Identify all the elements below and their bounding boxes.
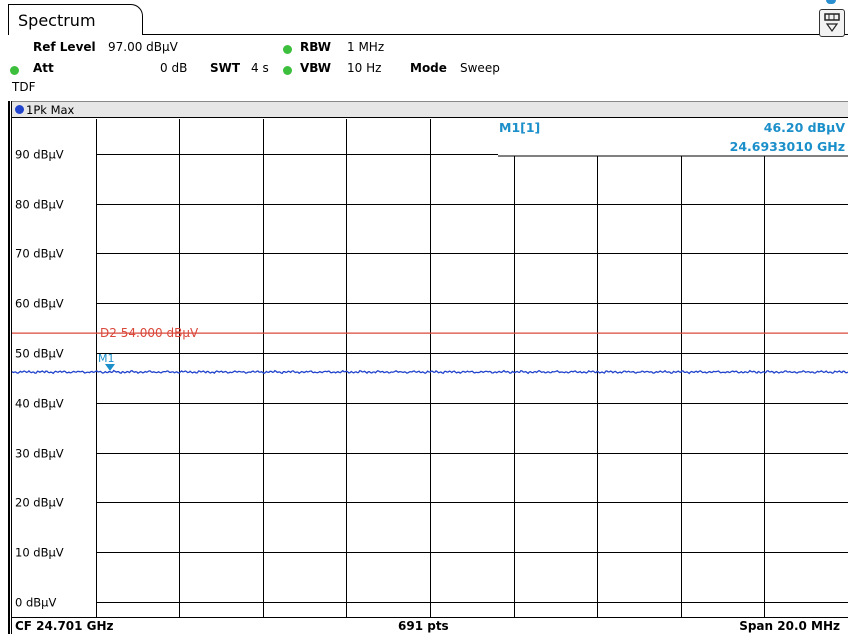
vbw-label: VBW xyxy=(300,61,332,75)
marker-info-label: M1[1] xyxy=(499,120,540,135)
y-tick-label: 20 dBµV xyxy=(15,496,64,510)
mode-label: Mode xyxy=(410,61,447,75)
center-frequency: CF 24.701 GHz xyxy=(15,619,114,633)
y-tick-label: 0 dBµV xyxy=(15,596,56,610)
window-menu-icon xyxy=(824,13,840,33)
display-line-d2: D2 54.000 dBµV xyxy=(12,326,848,340)
y-axis-tick-labels: 90 dBµV 80 dBµV 70 dBµV 60 dBµV 50 dBµV 40 dB… xyxy=(15,148,64,610)
y-tick-label: 60 dBµV xyxy=(15,297,64,311)
marker-info-frequency: 24.6933010 GHz xyxy=(730,139,845,154)
status-footer: CF 24.701 GHz 691 pts Span 20.0 MHz xyxy=(12,617,848,634)
window-left-border-inner xyxy=(11,101,12,634)
y-tick-label: 50 dBµV xyxy=(15,347,64,361)
y-tick-label: 30 dBµV xyxy=(15,447,64,461)
y-tick-label: 10 dBµV xyxy=(15,546,64,560)
marker-info-level: 46.20 dBµV xyxy=(764,120,846,135)
y-tick-label: 80 dBµV xyxy=(15,198,64,212)
swt-value: 4 s xyxy=(251,61,269,75)
trace-1-line xyxy=(11,369,848,375)
display-line-label: D2 54.000 dBµV xyxy=(100,326,199,340)
menu-indicator xyxy=(826,0,836,4)
marker-label: M1 xyxy=(98,352,115,365)
ref-level-label: Ref Level xyxy=(33,40,96,54)
trace-header: 1Pk Max xyxy=(12,101,848,118)
vbw-value: 10 Hz xyxy=(347,61,382,75)
vbw-status-led xyxy=(283,66,292,75)
mode-value: Sweep xyxy=(460,61,500,75)
rbw-value: 1 MHz xyxy=(347,40,385,54)
plot-grid xyxy=(96,119,848,617)
window-left-border xyxy=(8,101,10,634)
marker-info-box xyxy=(498,119,848,156)
marker-triangle xyxy=(105,363,115,371)
y-tick-label: 90 dBµV xyxy=(15,148,64,162)
att-label: Att xyxy=(33,61,54,75)
tdf-label: TDF xyxy=(12,80,36,94)
sweep-points: 691 pts xyxy=(398,619,449,633)
menu-toggle-button[interactable] xyxy=(819,9,845,37)
span-value: Span 20.0 MHz xyxy=(739,619,840,633)
trace-color-dot xyxy=(15,105,24,114)
att-status-led xyxy=(10,66,19,75)
y-tick-label: 70 dBµV xyxy=(15,247,64,261)
rbw-label: RBW xyxy=(300,40,331,54)
trace-polyline xyxy=(11,369,848,375)
tab-title: Spectrum xyxy=(18,11,96,30)
ref-level-value: 97.00 dBµV xyxy=(108,40,178,54)
settings-panel: Ref Level 97.00 dBµV Att 0 dB SWT 4 s RB… xyxy=(0,36,848,102)
trace-label: 1Pk Max xyxy=(26,103,75,117)
tab-underline xyxy=(143,34,848,35)
att-value: 0 dB xyxy=(160,61,188,75)
swt-label: SWT xyxy=(210,61,241,75)
y-tick-label: 40 dBµV xyxy=(15,397,64,411)
marker-m1: M1 xyxy=(98,352,115,371)
rbw-status-led xyxy=(283,45,292,54)
spectrum-tab[interactable]: Spectrum xyxy=(8,4,143,35)
